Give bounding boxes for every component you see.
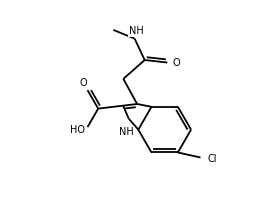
Text: NH: NH [129,26,143,36]
Text: HO: HO [70,125,85,135]
Text: O: O [173,58,180,68]
Text: Cl: Cl [208,154,217,164]
Text: O: O [80,78,88,88]
Text: NH: NH [119,128,134,137]
